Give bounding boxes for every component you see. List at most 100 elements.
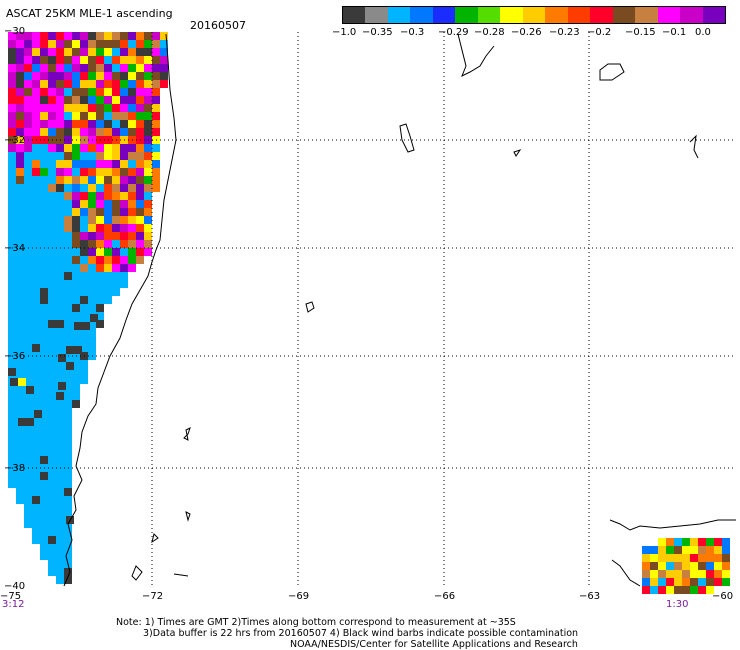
wind-pixel (88, 168, 96, 176)
wind-pixel (72, 192, 80, 200)
wind-pixel (88, 40, 96, 48)
wind-pixel (80, 240, 88, 248)
wind-pixel (40, 104, 48, 112)
wind-pixel (706, 554, 714, 562)
wind-pixel (80, 168, 88, 176)
wind-pixel (88, 288, 96, 296)
wind-pixel (88, 112, 96, 120)
wind-pixel (32, 520, 40, 528)
wind-pixel (32, 312, 40, 320)
wind-pixel (64, 432, 72, 440)
wind-pixel (24, 296, 32, 304)
wind-pixel (96, 48, 104, 56)
wind-pixel (152, 160, 160, 168)
wind-pixel (706, 586, 714, 594)
wind-pixel (88, 232, 96, 240)
wind-pixel (64, 400, 72, 408)
wind-pixel (32, 304, 40, 312)
wind-pixel (64, 256, 72, 264)
wind-pixel (96, 72, 104, 80)
wind-pixel (40, 328, 48, 336)
wind-pixel (104, 104, 112, 112)
wind-pixel (88, 264, 96, 272)
wind-pixel (48, 280, 56, 288)
wind-pixel (24, 176, 32, 184)
wind-pixel (714, 546, 722, 554)
wind-pixel (128, 232, 136, 240)
wind-pixel (136, 176, 144, 184)
wind-pixel (8, 168, 16, 176)
wind-pixel (80, 280, 88, 288)
colorbar-swatch (680, 7, 703, 23)
wind-pixel (40, 48, 48, 56)
wind-pixel (8, 480, 16, 488)
wind-pixel (48, 312, 56, 320)
wind-pixel (88, 184, 96, 192)
wind-pixel (104, 112, 112, 120)
wind-pixel (104, 184, 112, 192)
wind-pixel (16, 56, 24, 64)
wind-pixel (24, 96, 32, 104)
wind-pixel (56, 544, 64, 552)
wind-pixel (24, 152, 32, 160)
wind-pixel (80, 256, 88, 264)
wind-pixel (128, 120, 136, 128)
wind-pixel (40, 544, 48, 552)
wind-pixel (144, 160, 152, 168)
wind-pixel (16, 496, 24, 504)
wind-pixel (48, 448, 56, 456)
wind-pixel (136, 56, 144, 64)
wind-pixel (48, 192, 56, 200)
wind-pixel (144, 40, 152, 48)
wind-pixel (32, 208, 40, 216)
wind-pixel (40, 480, 48, 488)
wind-pixel (96, 304, 104, 312)
wind-pixel (128, 224, 136, 232)
wind-pixel (72, 328, 80, 336)
graticule (8, 32, 736, 586)
wind-pixel (658, 570, 666, 578)
wind-pixel (104, 272, 112, 280)
wind-pixel (32, 400, 40, 408)
wind-pixel (24, 128, 32, 136)
wind-pixel (56, 504, 64, 512)
wind-pixel (48, 288, 56, 296)
wind-pixel (24, 112, 32, 120)
wind-pixel (112, 152, 120, 160)
wind-pixel (32, 296, 40, 304)
wind-pixel (160, 64, 168, 72)
coastline-path (185, 511, 191, 522)
wind-pixel (104, 144, 112, 152)
wind-pixel (80, 48, 88, 56)
wind-pixel (40, 216, 48, 224)
wind-pixel (56, 104, 64, 112)
wind-pixel (48, 168, 56, 176)
wind-pixel (152, 104, 160, 112)
wind-pixel (722, 562, 730, 570)
wind-pixel (18, 378, 26, 386)
wind-pixel (698, 586, 706, 594)
wind-pixel (136, 240, 144, 248)
wind-pixel (8, 472, 16, 480)
wind-pixel (96, 112, 104, 120)
wind-pixel (120, 208, 128, 216)
wind-pixel (120, 64, 128, 72)
wind-pixel (32, 472, 40, 480)
wind-pixel (56, 360, 64, 368)
wind-pixel (690, 586, 698, 594)
wind-pixel (120, 256, 128, 264)
wind-pixel (88, 208, 96, 216)
time-label-left: 3:12 (2, 599, 25, 610)
wind-pixel (104, 96, 112, 104)
wind-pixel (112, 160, 120, 168)
wind-pixel (64, 184, 72, 192)
wind-pixel (112, 288, 120, 296)
wind-pixel (8, 32, 16, 40)
wind-pixel (48, 384, 56, 392)
wind-pixel (32, 512, 40, 520)
wind-pixel (56, 432, 64, 440)
wind-pixel (112, 32, 120, 40)
wind-pixel (64, 248, 72, 256)
wind-pixel (64, 240, 72, 248)
wind-pixel (120, 152, 128, 160)
